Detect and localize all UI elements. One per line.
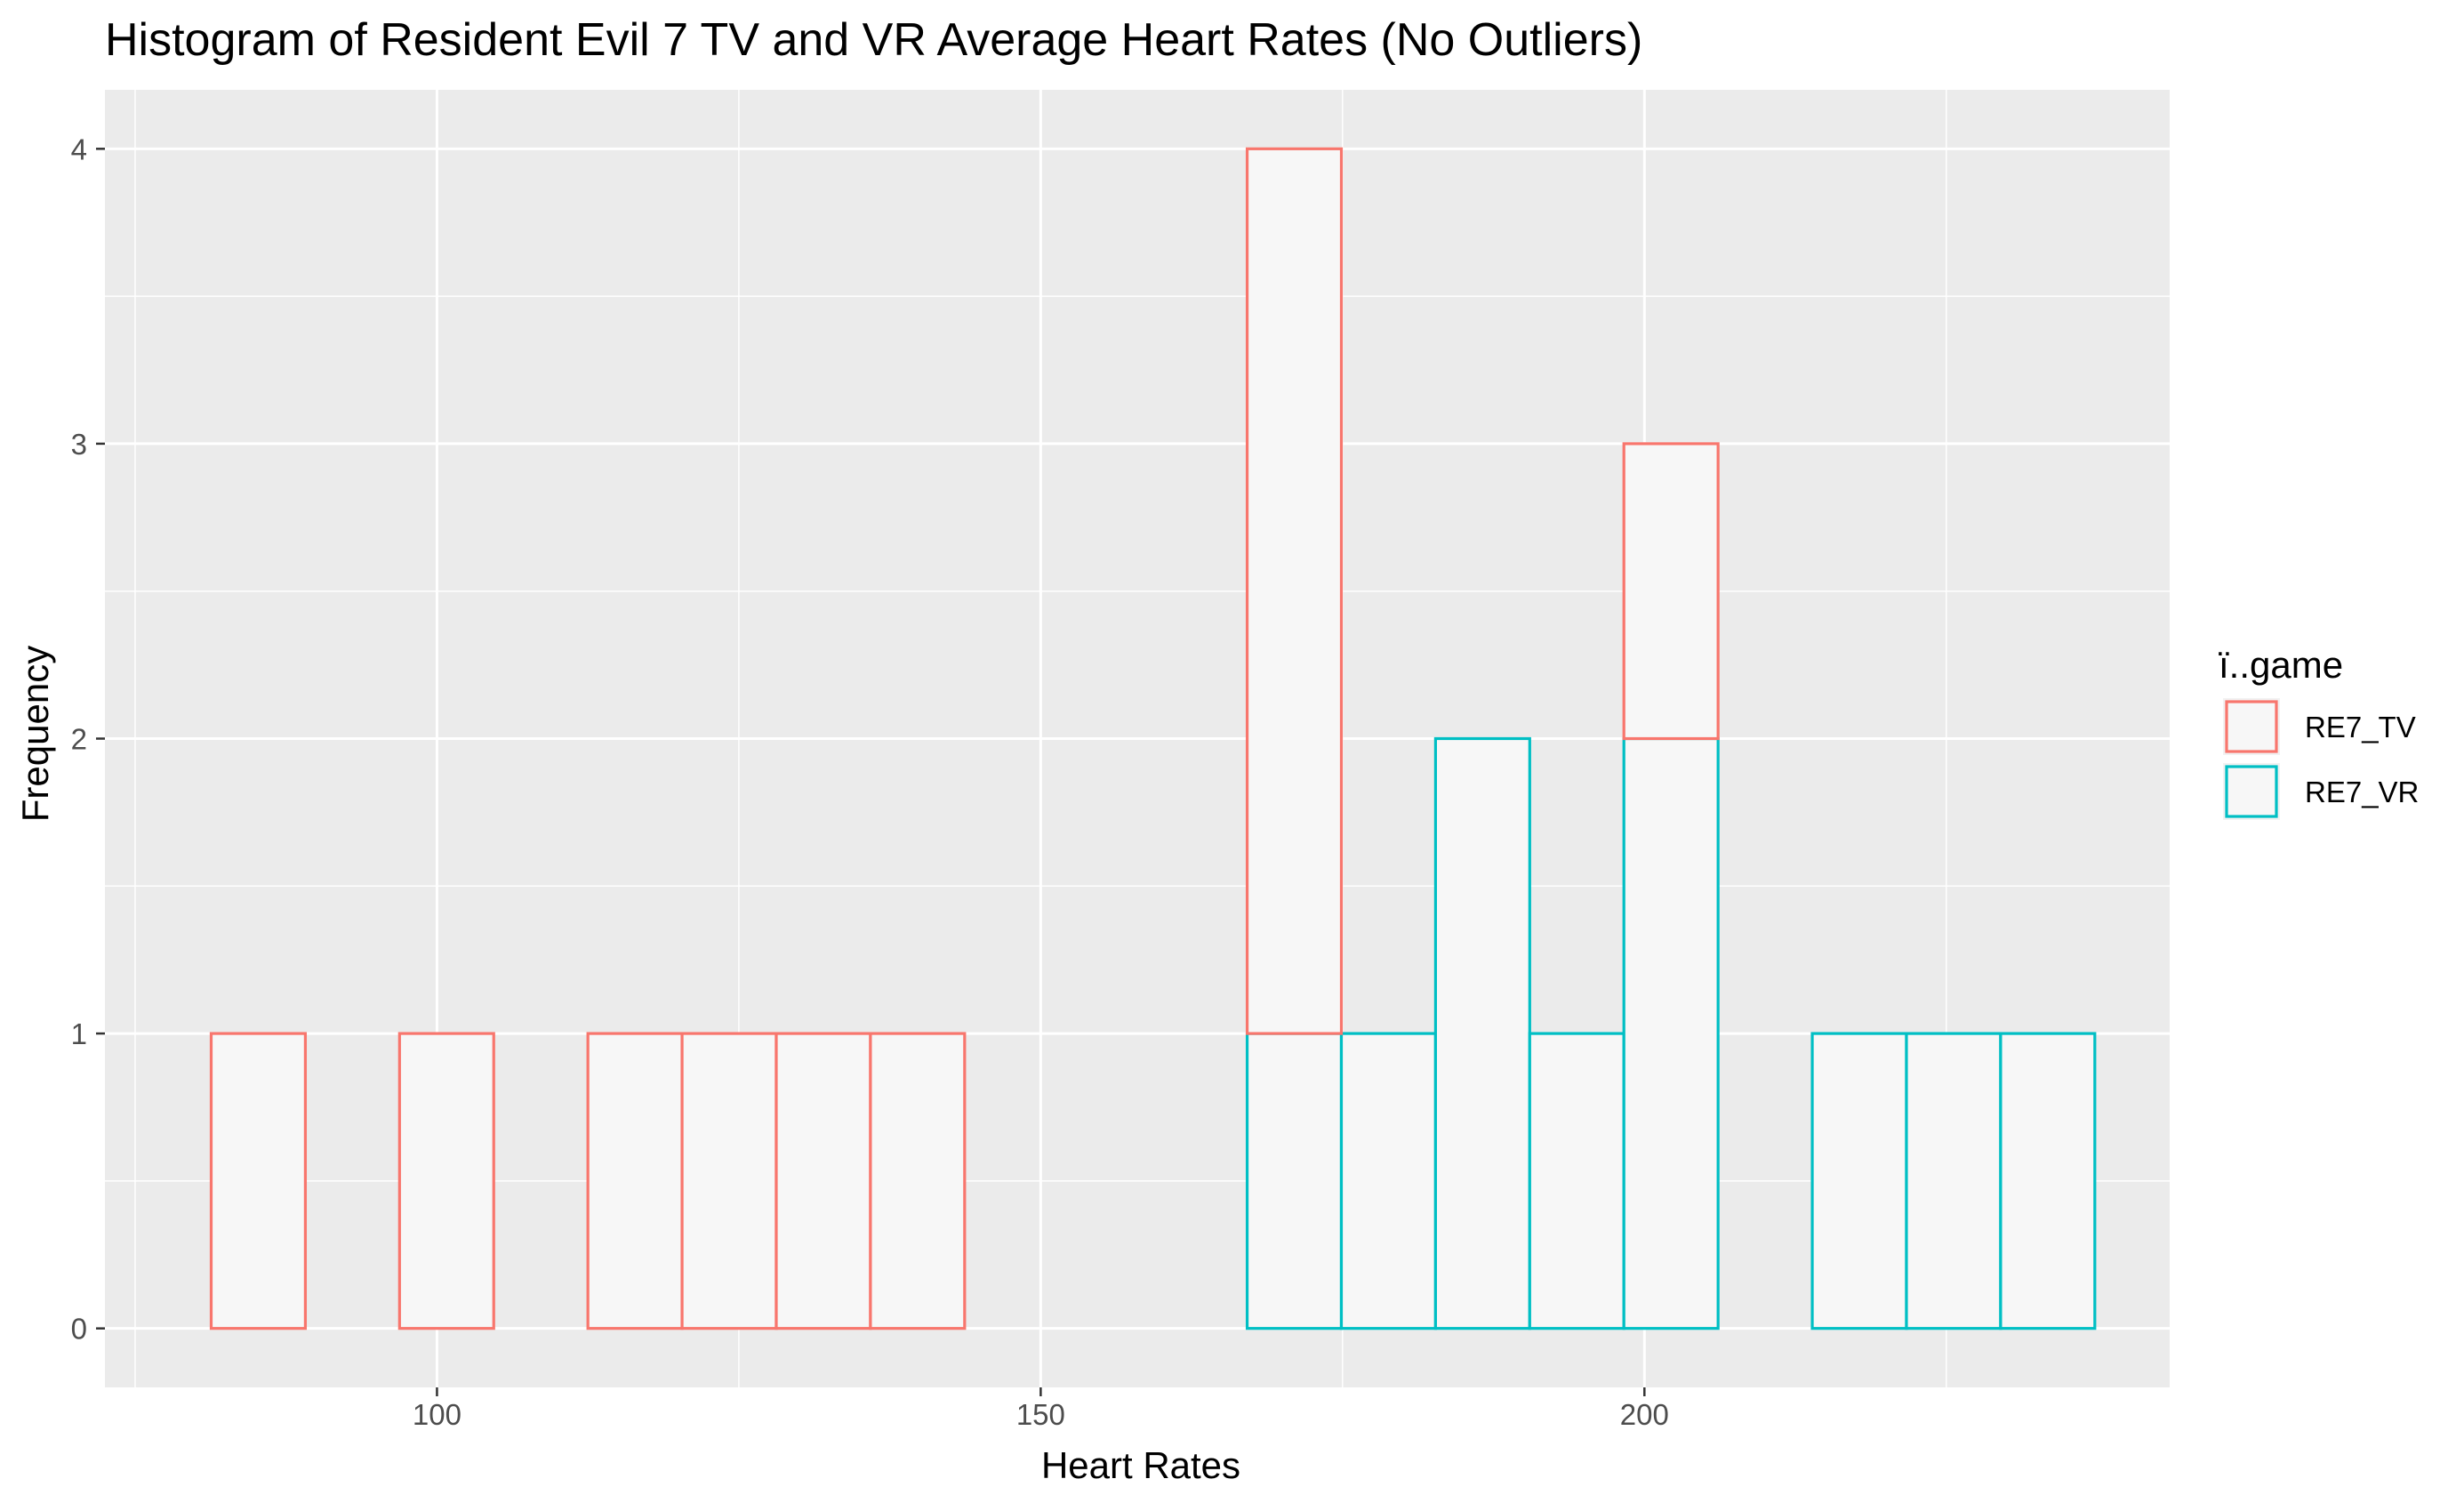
bar-re7-vr (1528, 1032, 1625, 1330)
y-tick-label: 4 (71, 133, 87, 165)
y-tick-label: 2 (71, 723, 87, 756)
x-tick-label: 200 (1620, 1398, 1669, 1431)
histogram-bars (209, 147, 2097, 1330)
bar-re7-vr (1433, 736, 1531, 1330)
legend-key-re7-tv (2225, 700, 2278, 753)
y-axis-title: Frequency (14, 646, 56, 822)
bar-re7-vr (1810, 1032, 1908, 1330)
bar-re7-tv (680, 1032, 778, 1330)
bar-re7-vr (1339, 1032, 1438, 1330)
axis-ticks (96, 148, 1646, 1396)
y-tick-label: 3 (71, 428, 87, 461)
bar-re7-tv (1622, 442, 1720, 741)
x-axis-title: Heart Rates (1041, 1444, 1240, 1486)
legend-items: RE7_TV RE7_VR (2223, 698, 2419, 820)
x-tick-label: 150 (1016, 1398, 1065, 1431)
bar-re7-vr (1999, 1032, 2097, 1330)
chart-title: Histogram of Resident Evil 7 TV and VR A… (105, 14, 1642, 66)
legend-label: RE7_VR (2305, 776, 2419, 808)
bar-re7-vr (1622, 736, 1720, 1330)
y-tick-label: 1 (71, 1017, 87, 1050)
bar-re7-vr (1245, 1032, 1344, 1330)
y-tick-label: 0 (71, 1313, 87, 1346)
legend-key-re7-vr (2225, 765, 2278, 818)
legend-label: RE7_TV (2305, 711, 2416, 743)
x-tick-label: 100 (413, 1398, 461, 1431)
bar-re7-tv (397, 1032, 495, 1330)
bar-re7-tv (586, 1032, 684, 1330)
legend-title: ï..game (2219, 644, 2343, 686)
bar-re7-tv (775, 1032, 872, 1330)
legend: ï..game RE7_TV RE7_VR (2219, 644, 2419, 820)
bar-re7-vr (1905, 1032, 2003, 1330)
y-tick-labels: 0 1 2 3 4 (71, 133, 87, 1345)
bar-re7-tv (869, 1032, 967, 1330)
x-tick-labels: 100 150 200 (413, 1398, 1669, 1431)
bar-re7-tv (1245, 147, 1344, 1035)
bar-re7-tv (209, 1032, 308, 1330)
